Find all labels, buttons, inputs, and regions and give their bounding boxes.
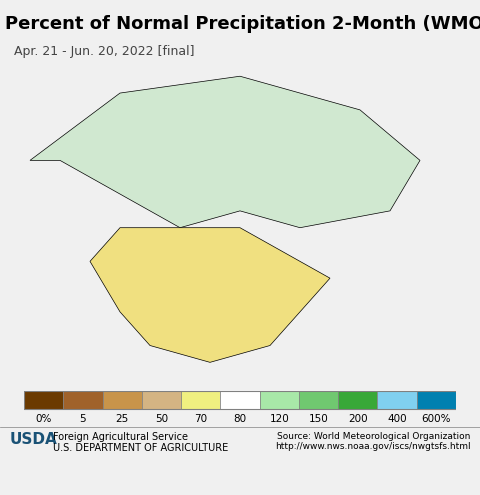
Polygon shape <box>30 76 420 228</box>
Text: 70: 70 <box>194 414 207 424</box>
Text: 400: 400 <box>387 414 407 424</box>
Bar <box>63 391 103 409</box>
Text: 120: 120 <box>269 414 289 424</box>
Text: Apr. 21 - Jun. 20, 2022 [final]: Apr. 21 - Jun. 20, 2022 [final] <box>14 45 195 57</box>
Text: 5: 5 <box>80 414 86 424</box>
Bar <box>181 391 220 409</box>
Text: 25: 25 <box>116 414 129 424</box>
Bar <box>377 391 417 409</box>
Text: 600%: 600% <box>421 414 451 424</box>
Polygon shape <box>90 228 330 362</box>
Bar <box>24 391 456 409</box>
Bar <box>417 391 456 409</box>
Text: Percent of Normal Precipitation 2-Month (WMO): Percent of Normal Precipitation 2-Month … <box>5 15 480 33</box>
Text: USDA: USDA <box>10 432 57 447</box>
Bar <box>299 391 338 409</box>
Bar <box>220 391 260 409</box>
Text: Source: World Meteorological Organization
http://www.nws.noaa.gov/iscs/nwgtsfs.h: Source: World Meteorological Organizatio… <box>275 432 470 451</box>
Text: 0%: 0% <box>36 414 52 424</box>
Bar <box>338 391 377 409</box>
Bar <box>24 391 63 409</box>
Text: 80: 80 <box>233 414 247 424</box>
Text: 150: 150 <box>309 414 328 424</box>
Bar <box>142 391 181 409</box>
Text: 50: 50 <box>155 414 168 424</box>
Text: Foreign Agricultural Service
U.S. DEPARTMENT OF AGRICULTURE: Foreign Agricultural Service U.S. DEPART… <box>53 432 228 453</box>
Bar <box>103 391 142 409</box>
Bar <box>260 391 299 409</box>
Text: 200: 200 <box>348 414 368 424</box>
